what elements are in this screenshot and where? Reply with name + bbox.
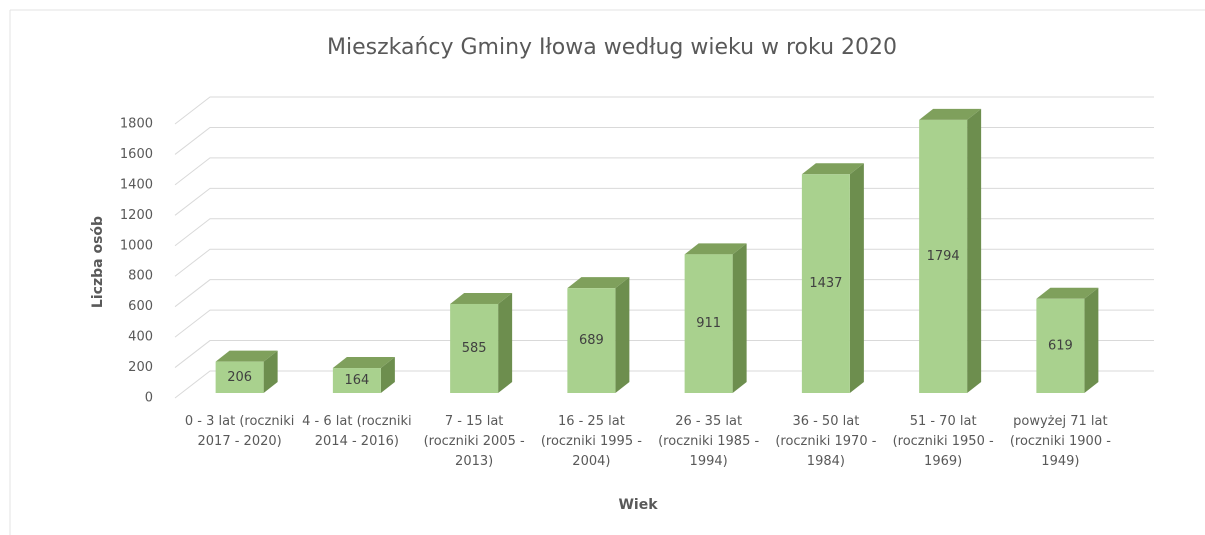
x-tick-label: 36 - 50 lat (roczniki 1970 - 1984) <box>775 414 877 469</box>
value-label: 689 <box>579 333 604 348</box>
y-tick-label: 200 <box>128 360 153 375</box>
bar-side <box>498 292 513 393</box>
y-tick-label: 1400 <box>120 177 153 192</box>
bar <box>332 368 381 393</box>
value-label: 1437 <box>809 276 842 291</box>
bar <box>801 174 850 393</box>
x-tick-label: 16 - 25 lat (roczniki 1995 - 2004) <box>540 414 642 469</box>
y-tick-label: 1600 <box>120 147 153 162</box>
bar <box>1036 298 1085 393</box>
y-tick-label: 600 <box>128 299 153 314</box>
grid-line <box>174 370 1154 399</box>
x-tick-label: 51 - 70 lat (roczniki 1950 - 1969) <box>892 414 994 469</box>
bar-side <box>615 277 630 393</box>
bar-side <box>732 243 747 393</box>
y-tick-label: 800 <box>128 269 153 284</box>
bar-side <box>1084 287 1099 393</box>
y-tick-label: 1000 <box>120 238 153 253</box>
grid-line <box>174 157 1154 186</box>
bar <box>450 303 499 393</box>
value-label: 1794 <box>927 249 960 264</box>
bar-top <box>919 108 982 120</box>
grid-line <box>174 218 1154 247</box>
grid-line <box>174 126 1154 155</box>
grid-line <box>174 187 1154 216</box>
bar-side <box>967 108 982 393</box>
grid-line <box>174 248 1154 277</box>
bar-top <box>450 292 513 304</box>
y-tick-label: 1200 <box>120 208 153 223</box>
grid-line <box>174 279 1154 308</box>
value-label: 585 <box>462 341 487 356</box>
bar-top <box>801 163 864 175</box>
bar-top <box>215 350 278 362</box>
grid-line <box>174 96 1154 125</box>
x-tick-label: 0 - 3 lat (roczniki 2017 - 2020) <box>184 414 295 449</box>
grid-line <box>174 340 1154 368</box>
bar <box>684 254 733 393</box>
bar-side <box>849 163 864 393</box>
bar-top <box>332 357 395 369</box>
value-label: 911 <box>696 316 721 331</box>
x-axis-title: Wiek <box>618 497 658 513</box>
bar-top <box>567 277 630 289</box>
y-tick-label: 0 <box>145 391 153 406</box>
bar-top <box>1036 287 1099 299</box>
bar <box>567 288 616 393</box>
bar <box>215 361 264 393</box>
x-tick-label: 4 - 6 lat (roczniki 2014 - 2016) <box>302 414 412 449</box>
value-label: 619 <box>1048 338 1073 353</box>
y-axis-title: Liczba osób <box>90 216 106 308</box>
grid-line <box>174 309 1154 338</box>
x-tick-label: powyżej 71 lat (roczniki 1900 - 1949) <box>1009 414 1111 469</box>
bar <box>919 119 968 393</box>
chart-title: Mieszkańcy Gminy Iłowa według wieku w ro… <box>327 35 897 60</box>
bar-side <box>380 357 395 393</box>
value-label: 164 <box>344 373 369 388</box>
y-tick-label: 1800 <box>120 117 153 132</box>
x-tick-label: 7 - 15 lat (roczniki 2005 - 2013) <box>423 414 525 469</box>
value-label: 206 <box>227 370 252 385</box>
bar-top <box>684 243 747 255</box>
bar-side <box>263 350 278 393</box>
x-tick-label: 26 - 35 lat (roczniki 1985 - 1994) <box>658 414 760 469</box>
y-tick-label: 400 <box>128 330 153 345</box>
